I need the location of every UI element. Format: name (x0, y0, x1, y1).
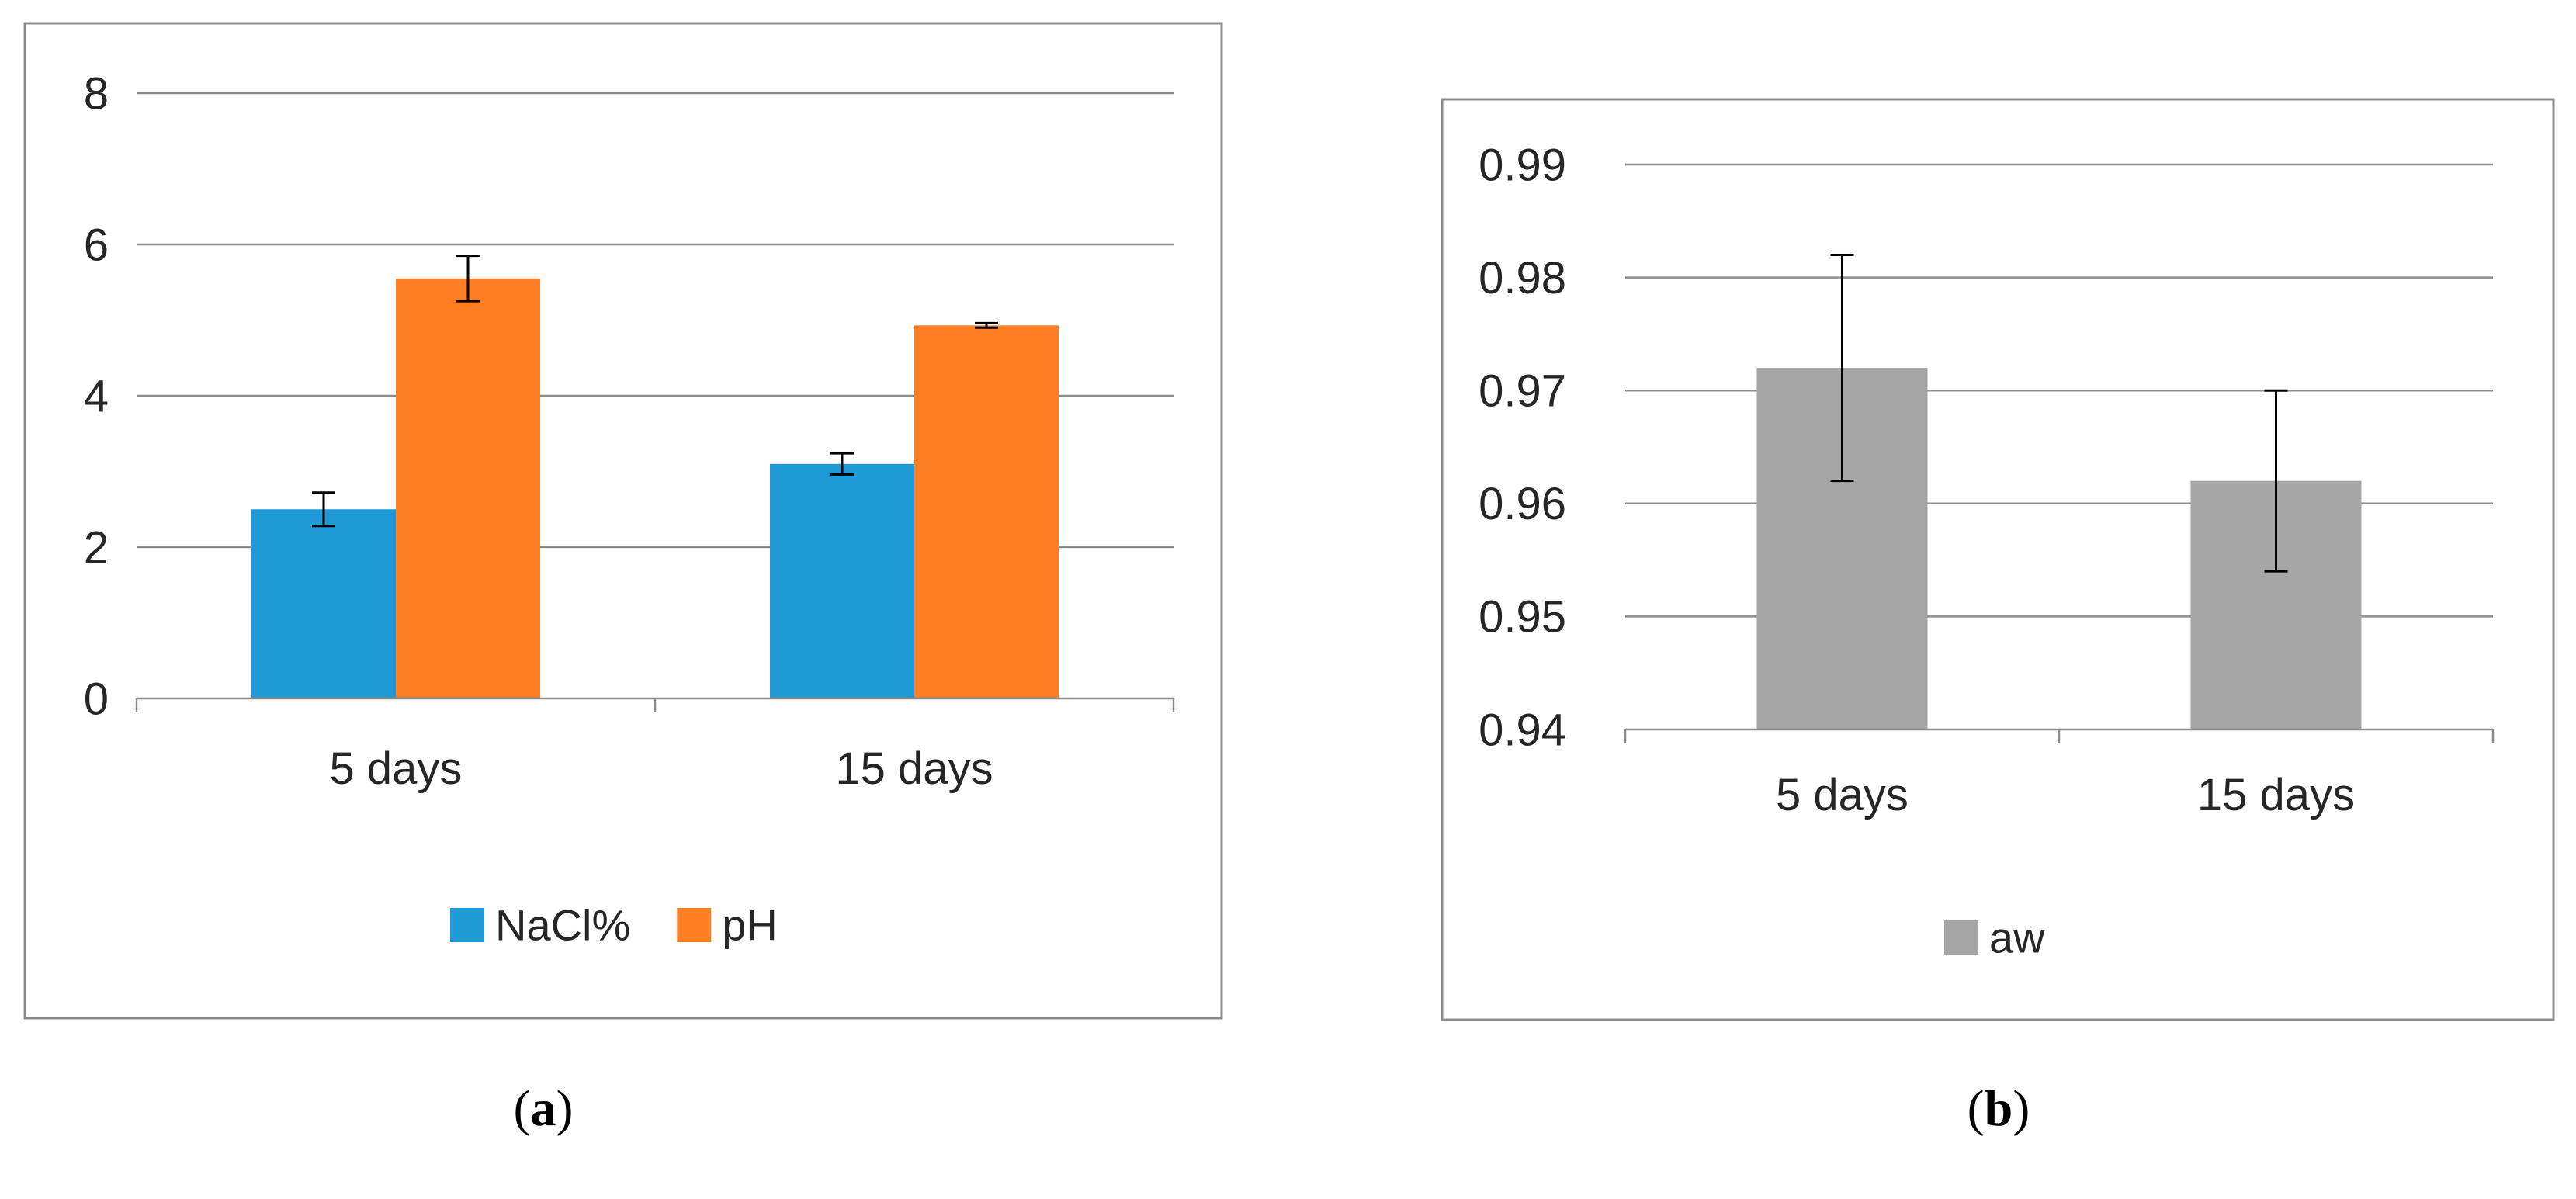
chart-a: 0 2 4 6 8 5 days 15 days NaCl% pH (23, 22, 1223, 1020)
x-tick-label: 15 days (835, 743, 993, 794)
legend-swatch (450, 908, 484, 942)
chart-a-x-axis (135, 697, 1175, 712)
y-tick-label: 0.97 (1479, 366, 1566, 417)
y-tick-label: 0.98 (1479, 253, 1566, 303)
y-tick-label: 0.94 (1479, 705, 1566, 755)
y-tick-label: 0.99 (1479, 140, 1566, 190)
panel-label-b: (b) (1968, 1080, 2030, 1137)
chart-a-error-bars (312, 255, 998, 528)
x-tick-label: 15 days (2197, 770, 2355, 820)
legend-swatch (1944, 920, 1978, 955)
chart-a-bars (251, 278, 1059, 698)
x-tick-label: 5 days (330, 743, 463, 794)
y-tick-label: 4 (84, 371, 109, 421)
error-bar (975, 321, 998, 329)
y-tick-label: 0.95 (1479, 592, 1566, 643)
legend-label: aw (1989, 913, 2045, 962)
bar-ph-0 (396, 278, 540, 698)
bar-ph-1 (914, 325, 1059, 698)
x-tick-label: 5 days (1776, 770, 1909, 820)
legend-label: NaCl% (495, 901, 630, 950)
chart-b-legend: aw (1944, 913, 2045, 962)
chart-b-x-axis (1624, 728, 2495, 743)
y-tick-label: 0 (84, 674, 109, 724)
panel-label-a-letter: a (531, 1080, 556, 1137)
y-tick-label: 0.96 (1479, 479, 1566, 529)
error-bar (2264, 389, 2288, 573)
legend-swatch (677, 908, 712, 942)
error-bar (456, 255, 480, 303)
chart-b-error-bars (1830, 253, 2288, 573)
panel-label-a: (a) (514, 1080, 574, 1137)
panel-label-b-letter: b (1985, 1080, 2013, 1137)
bar-nacl-1 (770, 463, 914, 698)
chart-a-y-tick-labels: 0 2 4 6 8 (84, 68, 109, 724)
error-bar (312, 491, 335, 528)
chart-b: 0.94 0.95 0.96 0.97 0.98 0.99 5 days 15 days a… (1441, 98, 2555, 1021)
error-bar (830, 452, 854, 476)
chart-a-legend: NaCl% pH (450, 901, 778, 950)
legend-item: aw (1944, 913, 2045, 962)
chart-b-frame (1441, 98, 2555, 1021)
bar-nacl-0 (251, 509, 396, 698)
y-tick-label: 2 (84, 522, 109, 573)
y-tick-label: 8 (84, 68, 109, 119)
legend-item: pH (677, 901, 778, 950)
chart-b-y-tick-labels: 0.94 0.95 0.96 0.97 0.98 0.99 (1479, 140, 1566, 755)
chart-b-x-tick-labels: 5 days 15 days (1776, 770, 2355, 820)
y-tick-label: 6 (84, 220, 109, 270)
chart-a-x-tick-labels: 5 days 15 days (330, 743, 993, 794)
legend-label: pH (722, 901, 778, 950)
error-bar (1830, 253, 1854, 483)
legend-item: NaCl% (450, 901, 630, 950)
